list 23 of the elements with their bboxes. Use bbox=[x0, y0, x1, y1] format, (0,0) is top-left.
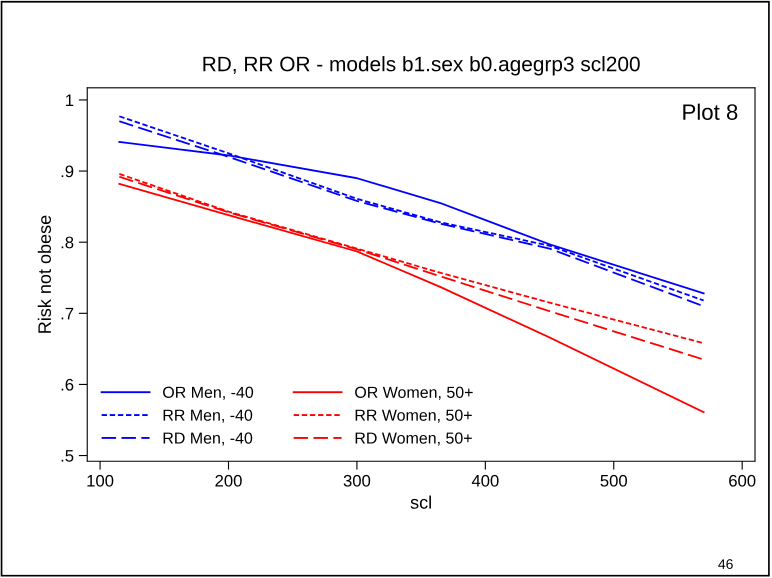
y-tick-label: .6 bbox=[62, 378, 74, 391]
legend-label: RD Men, -40 bbox=[164, 432, 252, 446]
chart-title: RD, RR OR - models b1.sex b0.agegrp3 scl200 bbox=[203, 56, 640, 76]
x-tick-label: 500 bbox=[600, 474, 628, 487]
legend-label: OR Men, -40 bbox=[163, 386, 254, 400]
y-tick-label: .9 bbox=[62, 165, 74, 178]
y-tick-label: 1 bbox=[66, 94, 74, 106]
y-tick-label: .8 bbox=[62, 236, 74, 248]
legend-label: RR Men, -40 bbox=[164, 410, 252, 423]
legend-label: OR Women, 50+ bbox=[355, 386, 473, 400]
x-axis-title: scl bbox=[410, 496, 431, 509]
x-tick-label: 100 bbox=[87, 474, 114, 487]
x-tick-label: 300 bbox=[344, 474, 370, 487]
y-tick-label: .7 bbox=[62, 308, 74, 320]
x-tick-label: 400 bbox=[472, 474, 499, 487]
annotation: Plot 8 bbox=[683, 104, 738, 120]
y-tick-label: .5 bbox=[62, 450, 74, 462]
x-tick-label: 200 bbox=[215, 474, 242, 487]
legend-label: RD Women, 50+ bbox=[356, 432, 472, 446]
y-axis-title: Risk not obese bbox=[38, 216, 52, 333]
text: 46 bbox=[718, 559, 733, 570]
x-tick-label: 600 bbox=[729, 474, 756, 487]
legend-label: RR Women, 50+ bbox=[356, 410, 472, 423]
